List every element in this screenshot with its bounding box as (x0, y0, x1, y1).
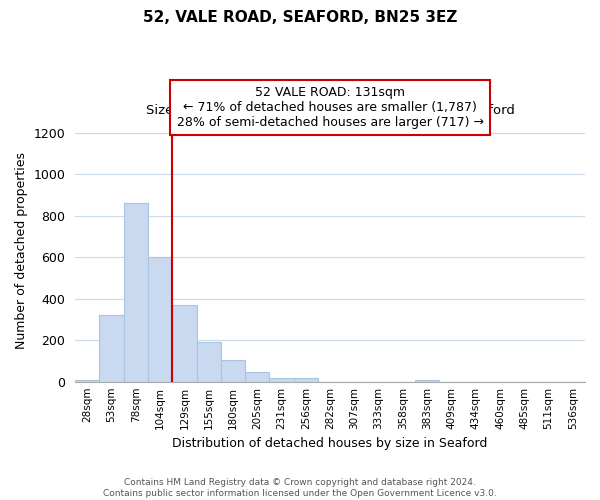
Text: 52 VALE ROAD: 131sqm
← 71% of detached houses are smaller (1,787)
28% of semi-de: 52 VALE ROAD: 131sqm ← 71% of detached h… (176, 86, 484, 129)
Text: Contains HM Land Registry data © Crown copyright and database right 2024.
Contai: Contains HM Land Registry data © Crown c… (103, 478, 497, 498)
Bar (124, 203, 148, 382)
Bar (221, 360, 245, 382)
Title: Size of property relative to detached houses in Seaford: Size of property relative to detached ho… (146, 104, 515, 118)
Bar (245, 372, 269, 382)
Bar (269, 378, 293, 382)
Y-axis label: Number of detached properties: Number of detached properties (15, 152, 28, 350)
Text: 52, VALE ROAD, SEAFORD, BN25 3EZ: 52, VALE ROAD, SEAFORD, BN25 3EZ (143, 10, 457, 25)
Bar (75, 380, 100, 382)
X-axis label: Distribution of detached houses by size in Seaford: Distribution of detached houses by size … (172, 437, 488, 450)
Bar (172, 305, 197, 382)
Bar (293, 378, 318, 382)
Bar (148, 257, 172, 382)
Bar (197, 342, 221, 382)
Bar (100, 315, 124, 382)
Bar (415, 380, 439, 382)
